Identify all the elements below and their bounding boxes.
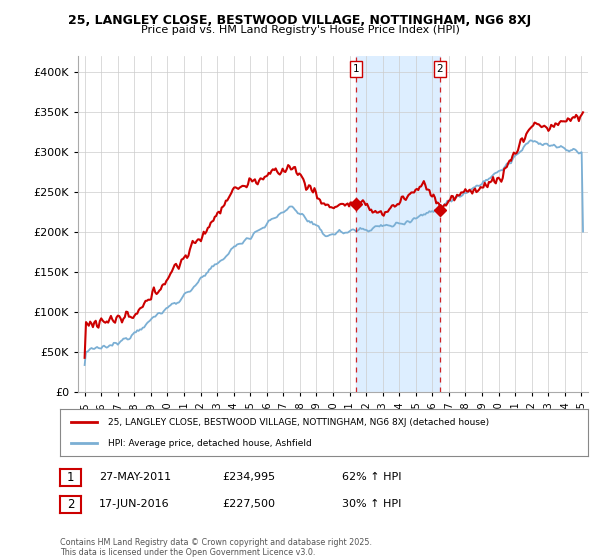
Text: HPI: Average price, detached house, Ashfield: HPI: Average price, detached house, Ashf… bbox=[107, 438, 311, 447]
Text: 2: 2 bbox=[67, 498, 74, 511]
Text: 25, LANGLEY CLOSE, BESTWOOD VILLAGE, NOTTINGHAM, NG6 8XJ (detached house): 25, LANGLEY CLOSE, BESTWOOD VILLAGE, NOT… bbox=[107, 418, 488, 427]
Text: 25, LANGLEY CLOSE, BESTWOOD VILLAGE, NOTTINGHAM, NG6 8XJ: 25, LANGLEY CLOSE, BESTWOOD VILLAGE, NOT… bbox=[68, 14, 532, 27]
Text: 2: 2 bbox=[437, 64, 443, 74]
Text: 1: 1 bbox=[67, 471, 74, 484]
Text: Price paid vs. HM Land Registry's House Price Index (HPI): Price paid vs. HM Land Registry's House … bbox=[140, 25, 460, 35]
Text: Contains HM Land Registry data © Crown copyright and database right 2025.
This d: Contains HM Land Registry data © Crown c… bbox=[60, 538, 372, 557]
Text: 62% ↑ HPI: 62% ↑ HPI bbox=[342, 472, 401, 482]
Text: 17-JUN-2016: 17-JUN-2016 bbox=[99, 499, 170, 509]
Text: £227,500: £227,500 bbox=[222, 499, 275, 509]
Text: £234,995: £234,995 bbox=[222, 472, 275, 482]
Text: 1: 1 bbox=[353, 64, 359, 74]
Text: 27-MAY-2011: 27-MAY-2011 bbox=[99, 472, 171, 482]
Bar bbox=[356, 56, 440, 392]
Text: 30% ↑ HPI: 30% ↑ HPI bbox=[342, 499, 401, 509]
